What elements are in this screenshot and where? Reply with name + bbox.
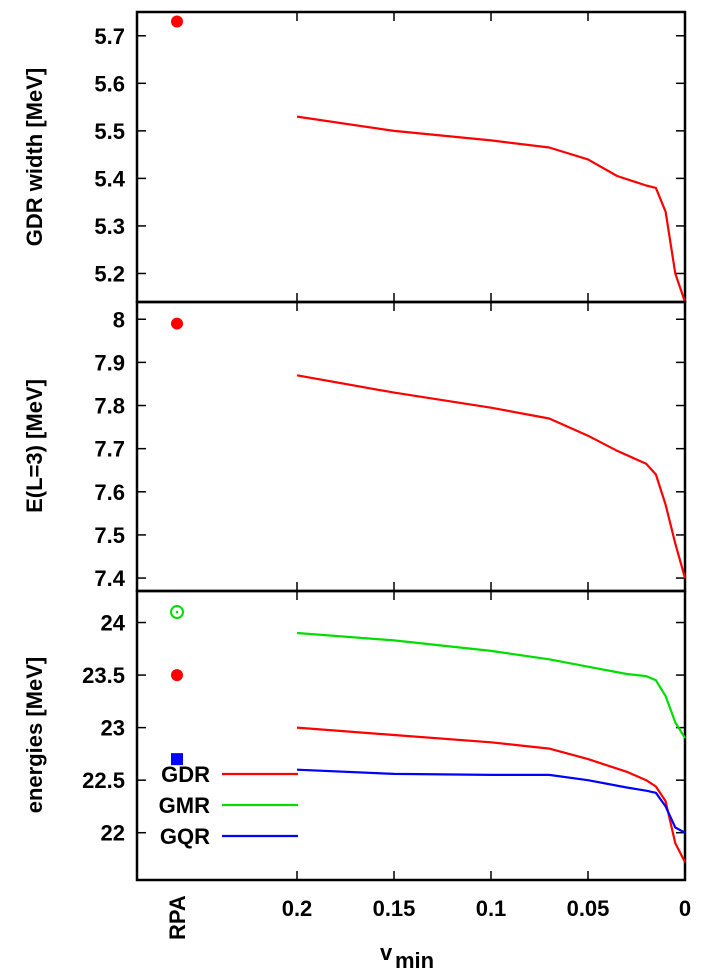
panel-2-ytick-label: 7.5 (94, 523, 125, 548)
panel-3-ytick-label: 23 (101, 716, 125, 741)
panel-1-ytick-label: 5.6 (94, 71, 125, 96)
series-line-panel-1 (296, 115, 687, 303)
panel-1-frame (135, 10, 687, 304)
x-tick-label: 0.1 (476, 896, 507, 921)
rpa-marker-filled-square (171, 753, 183, 766)
panel-1-ylabel: GDR width [MeV] (22, 68, 47, 246)
panel-2-frame (135, 300, 687, 593)
rpa-marker-filled-circle (171, 317, 183, 330)
panel-3-frame (135, 589, 687, 882)
panel-2-ytick-label: 7.6 (94, 480, 125, 505)
panel-2-ytick-label: 8 (113, 307, 125, 332)
x-tick-label: 0 (679, 896, 691, 921)
x-tick-label: 0.2 (282, 896, 313, 921)
x-tick-label-rpa: RPA (165, 895, 190, 940)
rpa-marker-filled-circle (171, 669, 183, 682)
panel-2-ytick-label: 7.4 (94, 566, 125, 591)
series-line-gdr (296, 726, 686, 863)
series-line-gqr (296, 768, 686, 834)
panel-3-ytick-label: 22 (101, 821, 125, 846)
x-tick-label: 0.15 (373, 896, 416, 921)
legend-label-gdr: GDR (161, 762, 210, 787)
panel-2-ytick-label: 7.8 (94, 394, 125, 419)
series-line-gmr (296, 631, 686, 739)
panel-3-ytick-label: 24 (101, 611, 126, 636)
x-axis-label-subscript: min (395, 948, 434, 973)
panel-3-ylabel: energies [MeV] (22, 657, 47, 814)
panel-3-ytick-label: 22.5 (82, 768, 125, 793)
panel-1-ytick-label: 5.2 (94, 261, 125, 286)
panel-1-ytick-label: 5.7 (94, 24, 125, 49)
panel-3-ytick-label: 23.5 (82, 663, 125, 688)
rpa-marker-open-circle-dot (175, 610, 179, 614)
x-tick-label: 0.05 (567, 896, 610, 921)
legend-label-gmr: GMR (159, 793, 210, 818)
panel-2-ylabel: E(L=3) [MeV] (22, 379, 47, 513)
panel-2-ytick-label: 7.9 (94, 350, 125, 375)
series-line-panel-2 (296, 374, 687, 579)
x-axis-label: v (380, 940, 393, 965)
legend-label-gqr: GQR (160, 824, 210, 849)
panel-1-ytick-label: 5.4 (94, 166, 125, 191)
panel-1-ytick-label: 5.5 (94, 119, 125, 144)
panel-1-ytick-label: 5.3 (94, 214, 125, 239)
panel-2-ytick-label: 7.7 (94, 437, 125, 462)
rpa-marker-filled-circle (171, 15, 183, 28)
rpa-marker-open-circle (170, 605, 184, 620)
